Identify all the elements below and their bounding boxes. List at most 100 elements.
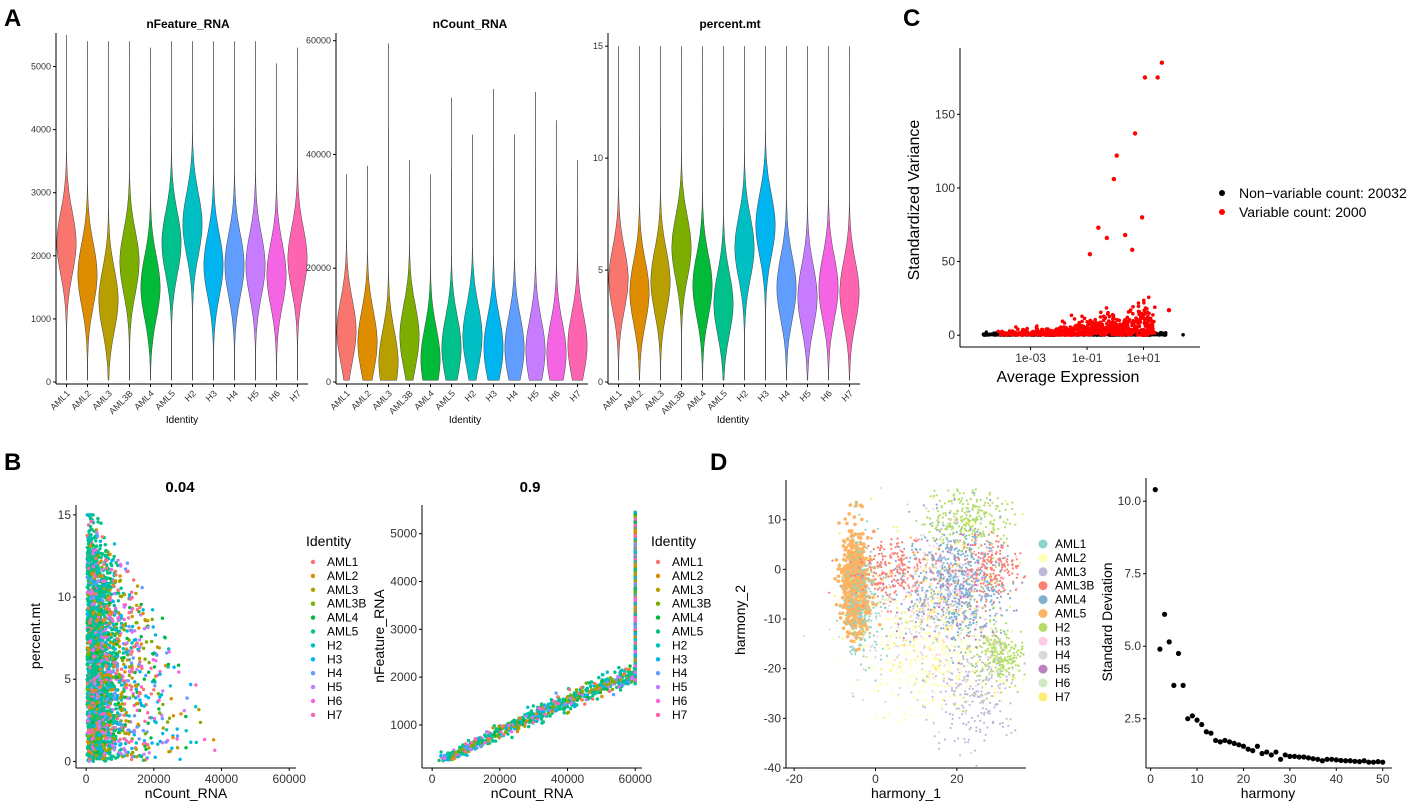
cell-point	[129, 757, 134, 762]
cell-point	[111, 656, 115, 661]
y-tick-label: 5	[598, 265, 603, 275]
cell-point	[133, 684, 138, 688]
variable-point	[1035, 324, 1039, 328]
violin-AML3B	[671, 46, 692, 381]
cell-point	[156, 742, 160, 746]
variable-point	[1054, 327, 1059, 331]
x-tick-label: H2	[183, 388, 198, 403]
cell-point	[113, 726, 118, 730]
cell-point	[115, 722, 119, 726]
cell-point	[114, 579, 118, 583]
cell-point	[96, 551, 101, 555]
variable-point	[1150, 331, 1155, 336]
variable-point	[1137, 312, 1141, 317]
cell-point	[98, 539, 103, 543]
cell-point	[108, 577, 113, 581]
cell-point	[100, 574, 104, 578]
cell-point	[168, 684, 173, 688]
legend-label-AML3B: AML3B	[327, 597, 366, 611]
cell-point	[113, 606, 118, 610]
x-tick-label: H7	[288, 388, 303, 403]
violin-AML3B	[399, 160, 420, 381]
cell-point	[134, 687, 138, 691]
panel-label-a: A	[4, 5, 21, 32]
cell-point	[89, 519, 94, 524]
variable-point	[1136, 301, 1141, 305]
x-tick-label: H3	[484, 388, 499, 403]
y-tick-label: 0	[948, 328, 955, 342]
legend-marker-AML5	[310, 629, 316, 634]
cell-point	[85, 681, 90, 686]
variable-point	[1024, 332, 1029, 337]
cell-point	[171, 735, 175, 740]
cell-point	[108, 625, 112, 629]
cell-point	[161, 726, 165, 730]
variable-point	[1080, 314, 1084, 319]
cell-point	[100, 712, 105, 716]
cell-point	[100, 535, 105, 539]
cell-point	[137, 690, 141, 695]
variable-point	[1021, 331, 1026, 336]
panel-label-d: D	[710, 449, 727, 476]
cell-point	[95, 618, 100, 622]
cell-point	[157, 646, 161, 650]
cell-point	[130, 739, 134, 743]
cell-point	[104, 566, 109, 570]
cell-point	[105, 673, 110, 677]
legend-label-AML1: AML1	[327, 555, 359, 569]
nonvariable-point	[1164, 331, 1168, 335]
cell-point	[170, 746, 174, 750]
variable-point	[1151, 313, 1155, 317]
cell-point	[124, 683, 128, 687]
x-tick-label: H4	[505, 388, 520, 403]
legend-variable: Variable count: 2000	[1239, 204, 1367, 220]
cell-point	[93, 606, 98, 611]
cell-point	[135, 584, 140, 588]
cell-point	[95, 746, 99, 750]
cell-point	[91, 724, 96, 728]
cell-point	[89, 544, 93, 548]
cell-point	[151, 658, 155, 662]
x-tick-label: AML1	[48, 388, 72, 412]
cell-point	[151, 652, 155, 656]
cell-point	[86, 606, 90, 610]
cell-point	[153, 755, 157, 759]
variable-point	[1107, 314, 1112, 319]
variable-point	[1149, 327, 1153, 332]
cell-point	[135, 708, 139, 713]
cell-point	[112, 664, 116, 669]
cell-point	[127, 719, 131, 724]
cell-point	[146, 743, 150, 747]
cell-point	[120, 658, 125, 663]
cell-point	[138, 670, 142, 674]
variable-point	[1048, 333, 1052, 337]
variable-point	[1002, 332, 1007, 336]
violin-H4	[504, 134, 525, 381]
violin-AML5	[441, 97, 462, 381]
variable-point	[998, 330, 1003, 335]
cell-point	[94, 701, 99, 705]
y-tick-label: 0	[46, 377, 51, 387]
cell-point	[189, 682, 193, 687]
x-tick-label: 60000	[619, 772, 653, 786]
cell-point	[125, 561, 130, 565]
cell-point	[144, 747, 148, 752]
variable-point	[1147, 319, 1152, 323]
cell-point	[113, 569, 118, 573]
variable-point	[1071, 328, 1076, 333]
cell-point	[97, 574, 101, 578]
cell-point	[111, 599, 115, 604]
cell-point	[118, 633, 122, 638]
cell-point	[113, 647, 117, 651]
cell-point	[111, 675, 116, 679]
cell-point	[112, 554, 116, 559]
cell-point	[108, 682, 112, 686]
cell-point	[197, 707, 201, 712]
legend-marker-H2	[310, 643, 316, 648]
variable-point	[1152, 319, 1156, 324]
cell-point	[126, 569, 130, 573]
cell-point	[95, 530, 99, 535]
cell-point	[137, 638, 142, 642]
cell-point	[94, 556, 98, 560]
